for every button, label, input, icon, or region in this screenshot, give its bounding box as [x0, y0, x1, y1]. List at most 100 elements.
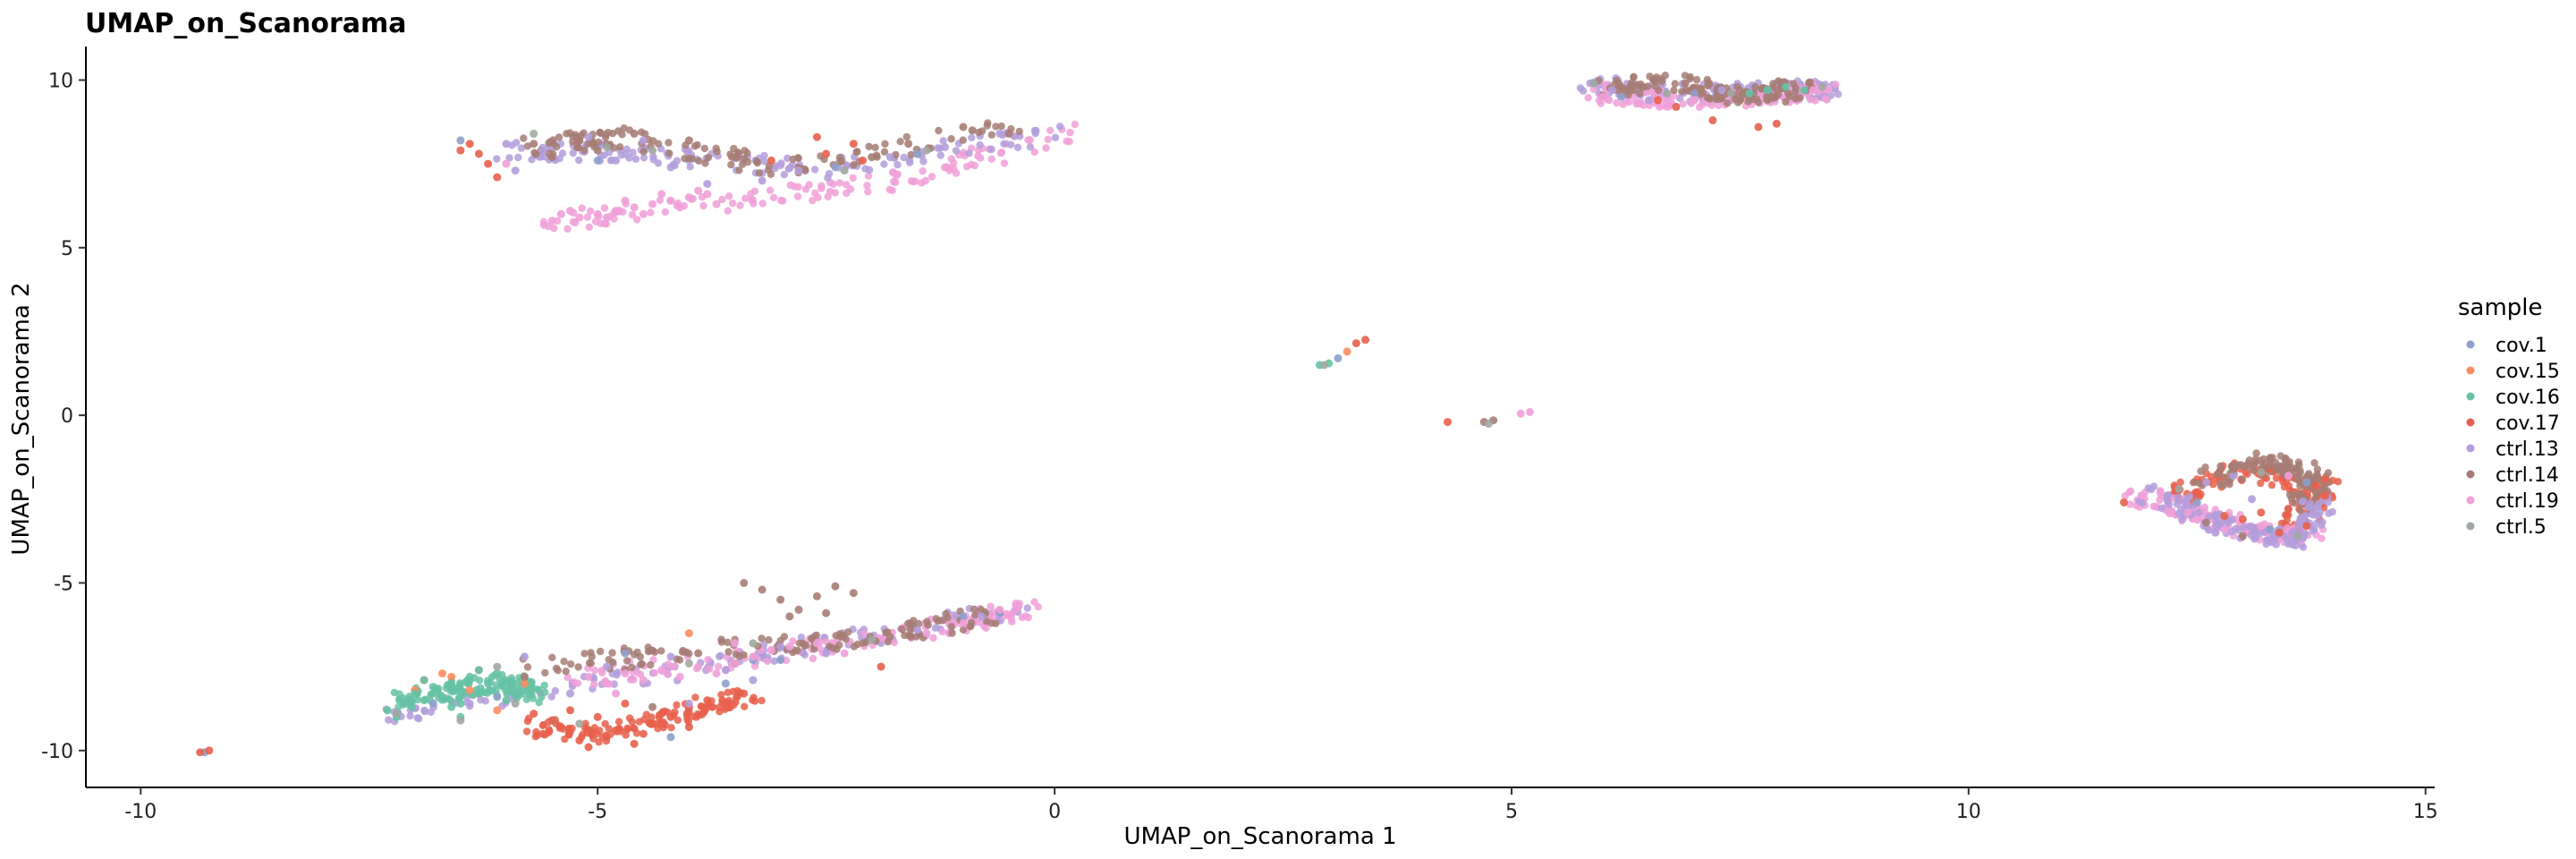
scatter-point [2324, 469, 2333, 477]
scatter-point [445, 694, 453, 703]
scatter-point-cov-17 [1708, 115, 1717, 124]
scatter-point-cov-17 [849, 140, 858, 149]
scatter-point [987, 602, 995, 610]
scatter-point [880, 160, 888, 168]
scatter-point-ctrl-13 [684, 699, 693, 708]
scatter-point [2257, 479, 2265, 488]
scatter-point [691, 693, 699, 702]
scatter-point-cov-16 [428, 683, 437, 692]
scatter-point-ctrl-14 [575, 136, 584, 145]
scatter-point-ctrl-19 [584, 672, 593, 681]
scatter-point [548, 653, 556, 661]
scatter-point [2127, 487, 2135, 495]
scatter-point-cov-16 [484, 679, 493, 688]
scatter-point-ctrl-13 [502, 140, 511, 149]
scatter-point [2190, 479, 2198, 487]
scatter-point [2241, 462, 2250, 471]
y-tick-label: -10 [41, 741, 73, 763]
scatter-point [605, 725, 613, 733]
scatter-point [2225, 481, 2233, 489]
scatter-point [567, 660, 575, 668]
scatter-point-cov-17 [566, 706, 574, 715]
scatter-point [974, 152, 982, 160]
scatter-point [522, 727, 531, 736]
scatter-point [420, 706, 428, 714]
scatter-point [733, 152, 741, 161]
scatter-point [2197, 490, 2205, 498]
scatter-point-ctrl-19 [2157, 488, 2165, 497]
scatter-point [947, 623, 955, 631]
scatter-point-cov-1 [1690, 89, 1699, 98]
scatter-point [1678, 88, 1686, 96]
scatter-point-cov-17 [465, 140, 474, 149]
scatter-point [729, 687, 737, 695]
scatter-point [1692, 75, 1701, 84]
scatter-point [608, 649, 616, 657]
scatter-point-ctrl-5 [511, 699, 520, 708]
scatter-point [1675, 94, 1684, 102]
scatter-point-cov-17 [703, 696, 712, 705]
scatter-point [1655, 86, 1663, 95]
scatter-point [850, 161, 858, 169]
scatter-point-cov-16 [465, 672, 474, 681]
scatter-point [939, 137, 947, 145]
scatter-point [793, 192, 802, 200]
scatter-point-cov-17 [2284, 505, 2292, 514]
scatter-point [784, 154, 792, 163]
scatter-point [715, 703, 724, 711]
scatter-point [716, 652, 724, 660]
scatter-point-cov-1 [776, 656, 785, 665]
scatter-point-ctrl-14 [868, 153, 877, 162]
scatter-point-ctrl-13 [666, 163, 675, 172]
scatter-point [562, 668, 570, 676]
scatter-point-cov-16 [456, 699, 465, 708]
scatter-point-ctrl-19 [703, 190, 712, 199]
scatter-point [2151, 502, 2159, 511]
scatter-point-cov-17 [2320, 491, 2329, 500]
scatter-point [992, 123, 1000, 131]
scatter-point [610, 144, 618, 152]
legend-swatch [2466, 392, 2475, 401]
scatter-point [724, 207, 732, 215]
scatter-point-ctrl-14 [1735, 96, 1744, 105]
scatter-point [780, 171, 788, 179]
scatter-point [2310, 525, 2318, 533]
scatter-point [477, 695, 485, 704]
scatter-point-ctrl-5 [456, 716, 465, 725]
scatter-point [1671, 80, 1679, 88]
scatter-point [609, 659, 617, 667]
scatter-point [794, 154, 802, 162]
scatter-point-ctrl-19 [749, 652, 758, 661]
scatter-point-cov-17 [584, 743, 593, 752]
scatter-point [818, 184, 826, 192]
scatter-point-ctrl-13 [1607, 86, 1616, 95]
scatter-point [842, 181, 851, 189]
scatter-point [2284, 540, 2292, 549]
scatter-point-ctrl-19 [694, 186, 703, 195]
scatter-point [835, 157, 843, 166]
scatter-point [968, 133, 976, 141]
scatter-point [622, 731, 630, 739]
scatter-point [970, 605, 979, 613]
scatter-point-ctrl-19 [675, 672, 684, 681]
x-axis-title: UMAP_on_Scanorama 1 [1123, 823, 1396, 850]
scatter-point [530, 149, 538, 157]
scatter-point [623, 657, 631, 665]
scatter-point [890, 638, 899, 647]
scatter-point [732, 693, 741, 702]
scatter-point [881, 140, 889, 148]
scatter-point [718, 195, 726, 204]
scatter-point [2283, 524, 2292, 532]
scatter-point [935, 126, 943, 135]
scatter-point-ctrl-13 [977, 612, 986, 621]
scatter-point [1024, 136, 1032, 144]
scatter-point [919, 166, 927, 175]
scatter-point [628, 663, 636, 672]
scatter-point [777, 196, 785, 205]
scatter-point [1030, 148, 1038, 157]
scatter-point [555, 133, 564, 141]
scatter-point [625, 714, 634, 722]
scatter-point-ctrl-19 [731, 639, 739, 648]
scatter-point [1589, 85, 1598, 94]
scatter-point [712, 144, 720, 152]
